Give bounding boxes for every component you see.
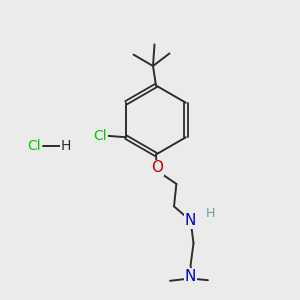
Text: H: H	[61, 139, 71, 152]
Text: H: H	[205, 207, 215, 220]
Text: O: O	[151, 160, 163, 175]
Text: N: N	[185, 269, 196, 284]
Text: N: N	[185, 213, 196, 228]
Text: Cl: Cl	[93, 129, 107, 143]
Text: Cl: Cl	[28, 139, 41, 152]
